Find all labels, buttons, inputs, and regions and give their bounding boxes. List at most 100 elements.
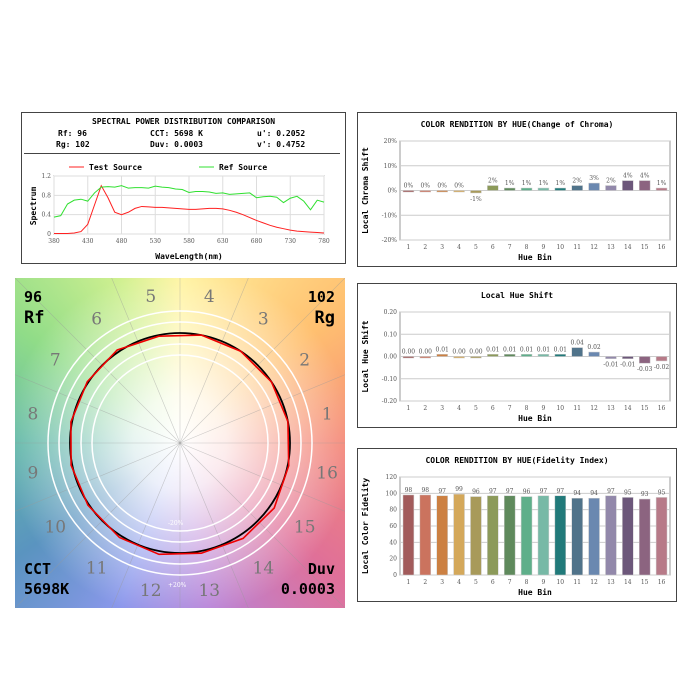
bar: [605, 495, 617, 576]
data-label: 0.00: [419, 349, 433, 356]
bar: [436, 354, 448, 357]
bar: [588, 351, 600, 357]
hue-bin-label: 6: [91, 309, 102, 329]
y-tick-label: 0%: [387, 188, 397, 195]
hue-bin-divider: [111, 278, 181, 444]
data-label: 2%: [606, 178, 616, 185]
x-tick-label: 730: [285, 238, 297, 245]
data-label: 0%: [454, 183, 464, 190]
x-tick-label: 3: [440, 579, 444, 586]
x-tick-label: 14: [624, 579, 632, 586]
data-label: 2%: [488, 178, 498, 185]
x-tick-label: 2: [423, 405, 427, 412]
bar: [554, 187, 566, 191]
bar: [436, 495, 448, 576]
bar: [639, 356, 651, 364]
data-label: 94: [573, 490, 581, 497]
x-tick-label: 15: [641, 405, 649, 412]
x-tick-label: 11: [573, 405, 581, 412]
y-tick-label: 80: [389, 507, 397, 514]
x-tick-label: 2: [423, 579, 427, 586]
x-tick-label: 12: [590, 405, 598, 412]
hue-bin-label: 15: [294, 517, 316, 537]
data-label: 0.04: [571, 340, 585, 347]
data-label: 93: [641, 491, 649, 498]
minus-20-label: -20%: [168, 520, 184, 527]
y-tick-label: 60: [389, 523, 397, 530]
x-axis-label: Hue Bin: [518, 413, 552, 423]
x-tick-label: 7: [508, 405, 512, 412]
x-tick-label: 16: [658, 244, 666, 251]
x-tick-label: 15: [641, 579, 649, 586]
data-label: 0.02: [587, 344, 601, 351]
x-tick-label: 9: [542, 244, 546, 251]
x-tick-label: 5: [474, 405, 478, 412]
rf-value: 96: [24, 288, 43, 306]
x-tick-label: 430: [82, 238, 94, 245]
x-tick-label: 12: [590, 244, 598, 251]
y-tick-label: 40: [389, 539, 397, 546]
rg-label: Rg: [314, 308, 335, 328]
data-label: -0.03: [637, 366, 653, 373]
x-tick-label: 13: [607, 405, 615, 412]
bar: [402, 190, 415, 193]
x-tick-label: 580: [183, 238, 195, 245]
bar: [571, 497, 583, 576]
hue-bin-divider: [179, 278, 249, 444]
bar: [655, 497, 668, 576]
reference-ring: [80, 343, 280, 543]
hue-bin-label: 11: [86, 559, 108, 579]
duv-readout: Duv: 0.0003: [150, 140, 203, 149]
x-tick-label: 16: [658, 405, 666, 412]
y-tick-label: 0.8: [41, 192, 51, 199]
data-label: -0.02: [654, 364, 670, 371]
data-label: 0.00: [452, 349, 466, 356]
bar: [520, 187, 533, 191]
data-label: 1%: [539, 180, 549, 187]
y-tick-label: 120: [386, 474, 398, 481]
x-axis-label: Hue Bin: [518, 587, 552, 597]
x-tick-label: 4: [457, 405, 461, 412]
chart-title: COLOR RENDITION BY HUE(Fidelity Index): [425, 455, 608, 465]
bar: [487, 185, 499, 191]
bar: [554, 354, 566, 357]
bar: [588, 497, 600, 576]
y-axis-label: Local Color Fidelity: [360, 478, 370, 575]
data-label: -0.01: [603, 362, 618, 369]
bar: [520, 496, 533, 576]
bar: [639, 498, 651, 576]
y-tick-label: 0: [393, 572, 397, 579]
data-label: 97: [489, 488, 497, 495]
plus-20-label: +20%: [168, 582, 187, 589]
y-axis-label: Local Hue Shift: [360, 320, 370, 392]
data-label: 96: [472, 489, 480, 496]
x-axis-label: Hue Bin: [518, 252, 552, 262]
bar: [419, 190, 431, 193]
data-label: 0.01: [537, 346, 550, 353]
bar: [537, 187, 550, 191]
hue-bin-divider: [111, 442, 181, 608]
x-tick-label: 9: [542, 579, 546, 586]
x-tick-label: 680: [251, 238, 263, 245]
hue-bin-label: 2: [299, 351, 310, 371]
reference-ring: [91, 354, 269, 532]
hue-bin-label: 1: [322, 405, 333, 425]
x-tick-label: 780: [318, 238, 330, 245]
cct-readout: CCT: 5698 K: [150, 129, 203, 138]
y-axis-label: Spectrum: [29, 187, 38, 226]
bar: [655, 187, 668, 191]
x-tick-label: 14: [624, 405, 632, 412]
x-axis-label: WaveLength(nm): [155, 252, 222, 261]
hue-shift-panel: Local Hue Shift -0.20 -0.10 0.00 0.10 0.20 0.0…: [357, 283, 677, 428]
data-label: 95: [624, 489, 632, 496]
bar: [453, 356, 465, 359]
data-label: 97: [506, 488, 514, 495]
data-label: 0%: [404, 183, 414, 190]
x-tick-label: 10: [556, 244, 564, 251]
hue-shift-chart: Local Hue Shift -0.20 -0.10 0.00 0.10 0.20 0.0…: [360, 290, 671, 423]
x-tick-label: 10: [556, 579, 564, 586]
data-label: 94: [590, 490, 598, 497]
v-readout: v': 0.4752: [257, 140, 306, 149]
data-label: 95: [658, 489, 666, 496]
bar: [639, 180, 651, 191]
